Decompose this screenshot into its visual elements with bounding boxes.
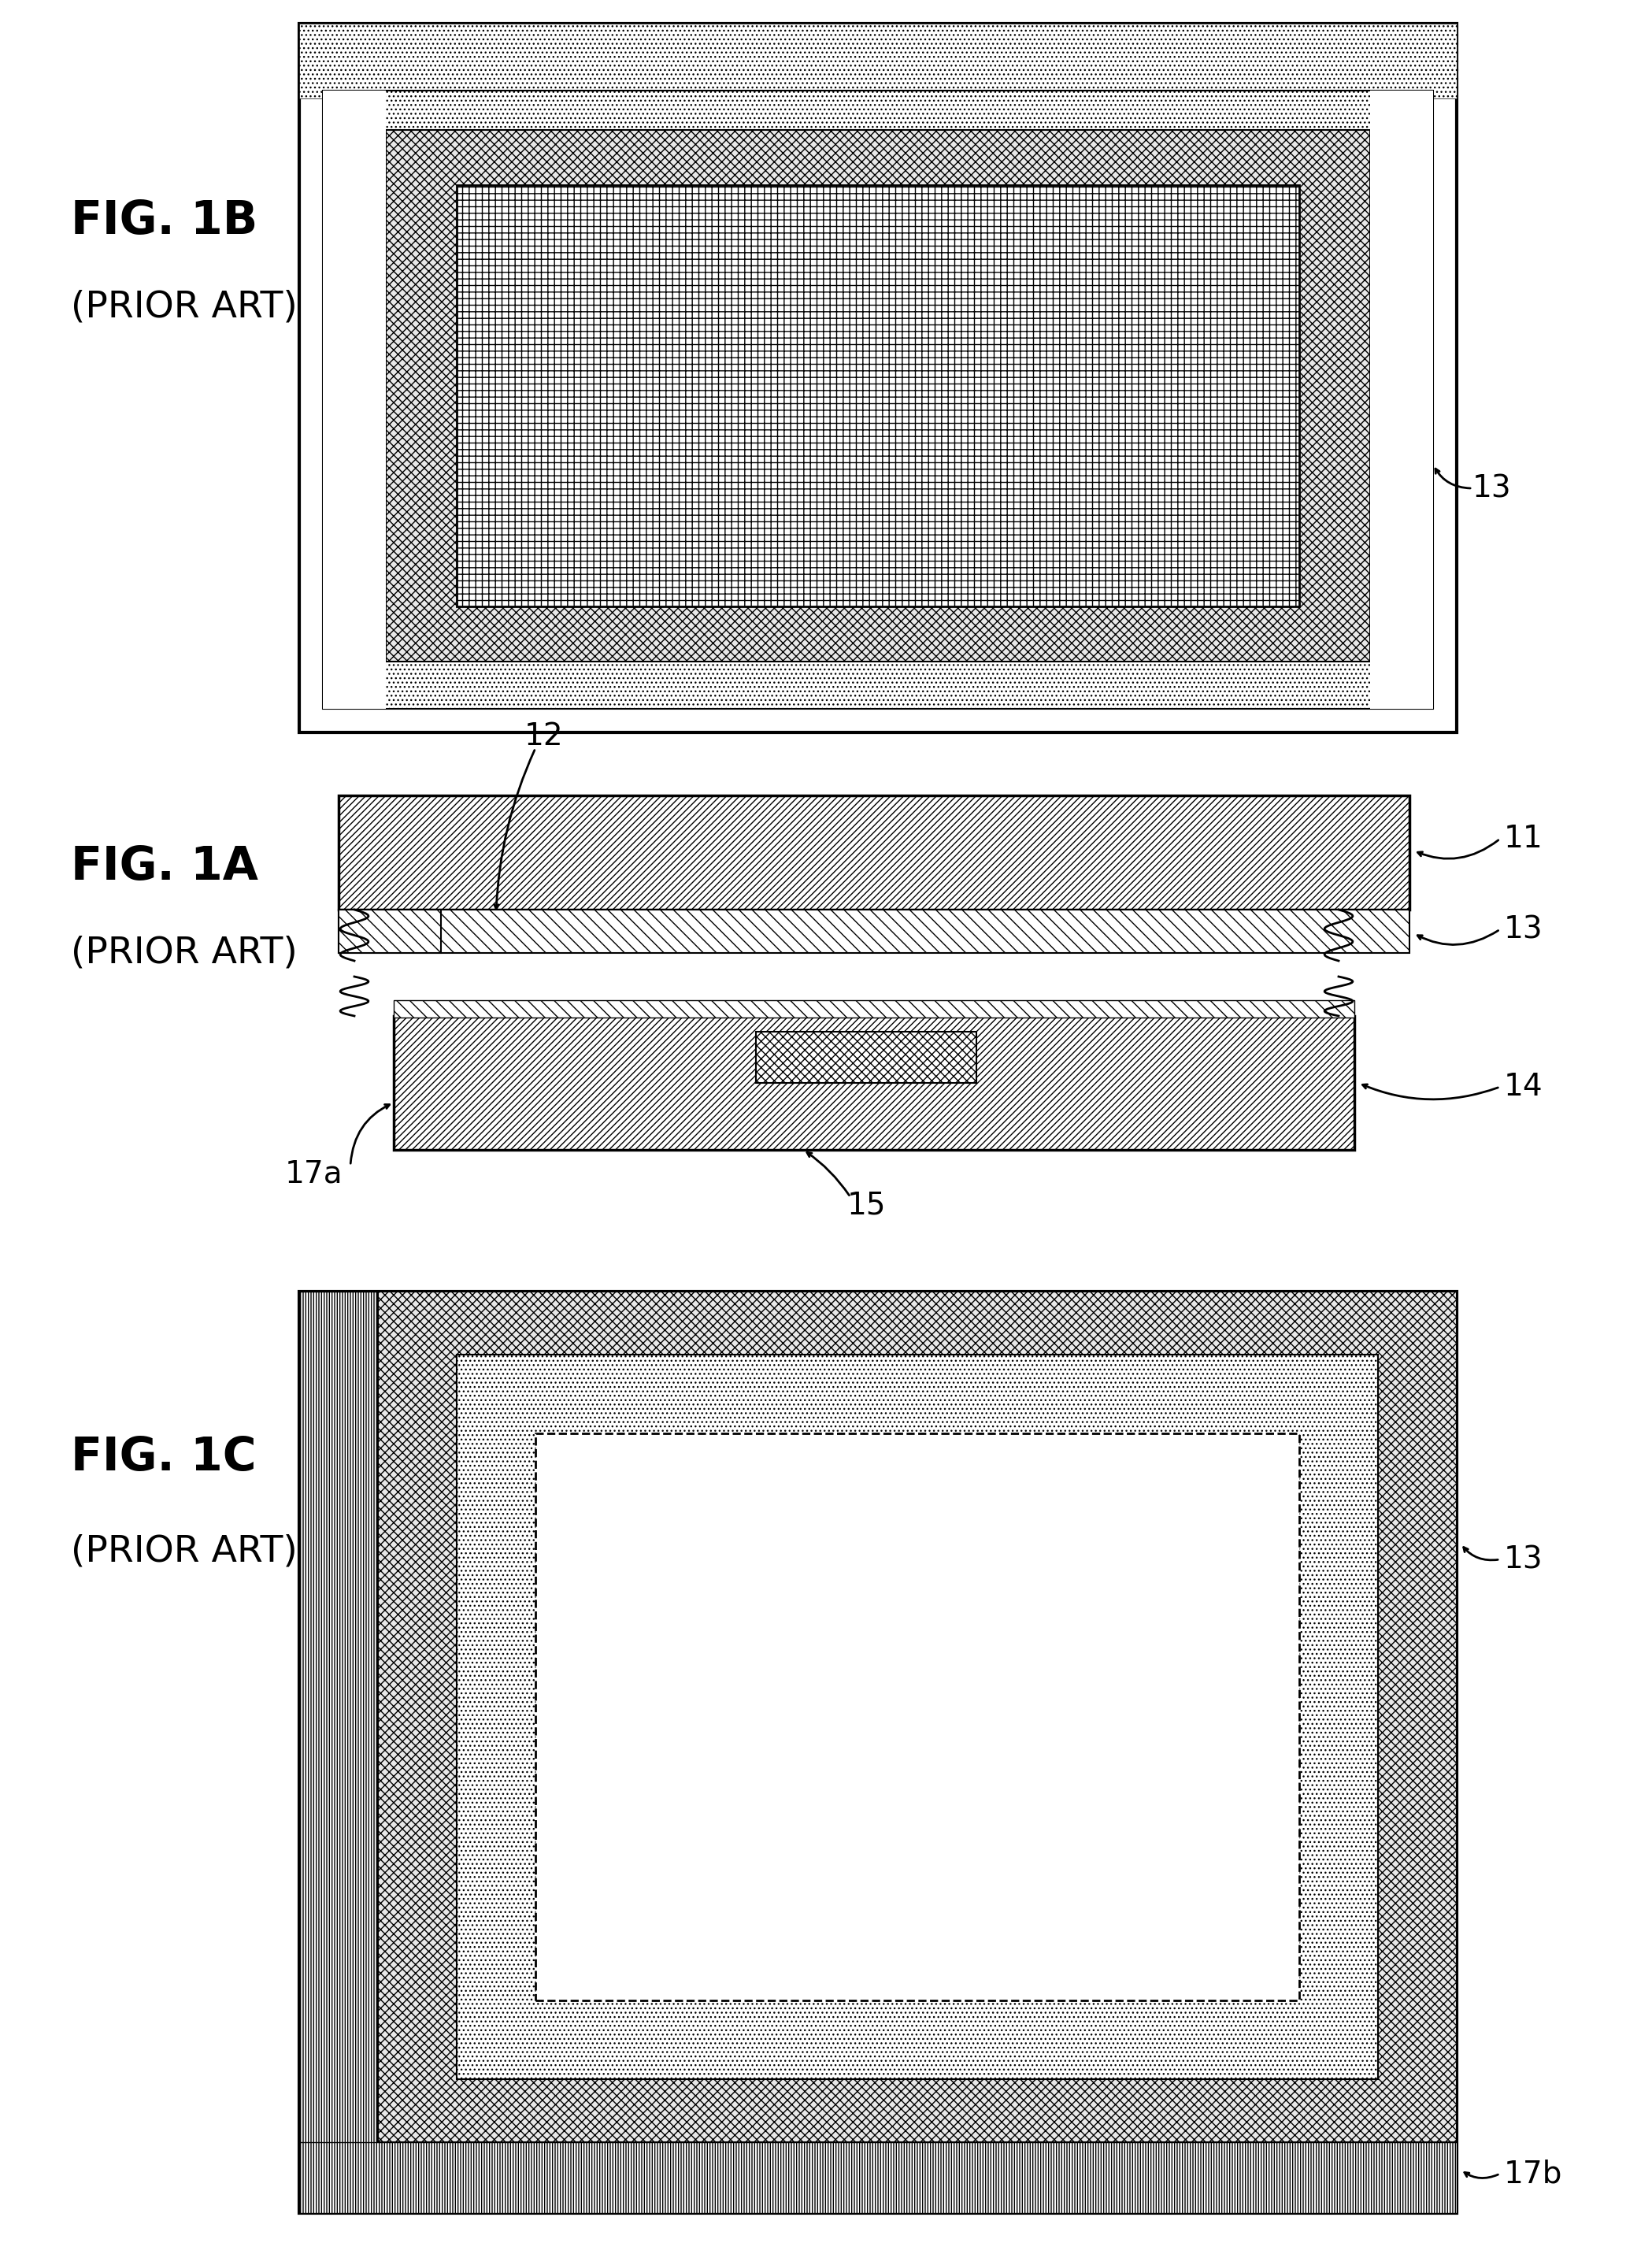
- Bar: [339, 911, 1409, 953]
- Text: 15: 15: [847, 1191, 885, 1220]
- Bar: [322, 90, 1432, 709]
- Bar: [299, 1292, 1457, 2214]
- Bar: [387, 130, 1370, 662]
- Bar: [535, 1433, 1298, 2001]
- Bar: [393, 1000, 1355, 1018]
- Text: 17b: 17b: [1503, 2158, 1563, 2189]
- Bar: [339, 796, 1409, 911]
- Text: FIG. 1A: FIG. 1A: [71, 843, 258, 888]
- Bar: [757, 1032, 976, 1083]
- Text: FIG. 1C: FIG. 1C: [71, 1436, 256, 1480]
- Bar: [398, 953, 1350, 1016]
- Text: 13: 13: [1472, 473, 1512, 502]
- Text: 13: 13: [1503, 1545, 1543, 1575]
- Text: 11: 11: [1503, 823, 1543, 855]
- Bar: [456, 186, 1298, 606]
- Bar: [456, 1355, 1378, 2079]
- Bar: [339, 911, 441, 953]
- Bar: [299, 25, 1457, 733]
- Text: 13: 13: [1503, 915, 1543, 944]
- Bar: [378, 1292, 1457, 2142]
- Text: FIG. 1B: FIG. 1B: [71, 197, 258, 242]
- Bar: [322, 90, 387, 709]
- Text: 12: 12: [524, 722, 563, 751]
- Text: 14: 14: [1503, 1072, 1543, 1101]
- Bar: [299, 25, 1457, 99]
- Bar: [1370, 90, 1432, 709]
- Text: (PRIOR ART): (PRIOR ART): [71, 1534, 297, 1570]
- Bar: [393, 1016, 1355, 1151]
- Text: (PRIOR ART): (PRIOR ART): [71, 935, 297, 971]
- Bar: [299, 2142, 1457, 2214]
- Text: (PRIOR ART): (PRIOR ART): [71, 289, 297, 325]
- Bar: [299, 1292, 378, 2214]
- Text: 17a: 17a: [284, 1160, 342, 1189]
